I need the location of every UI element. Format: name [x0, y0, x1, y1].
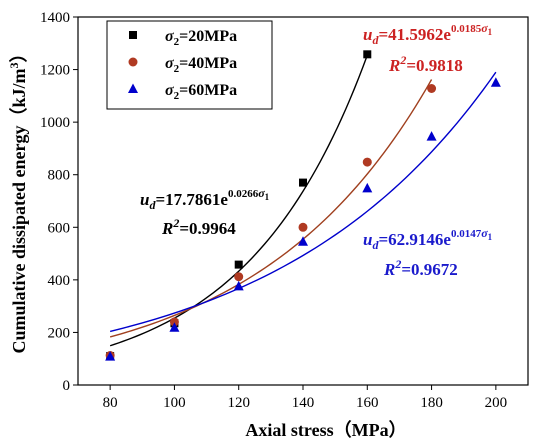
- y-tick-label: 1000: [40, 115, 70, 131]
- r2-symbol: R: [161, 219, 173, 238]
- data-point: [298, 222, 308, 232]
- data-point: [169, 317, 179, 327]
- x-tick-label: 200: [485, 395, 508, 411]
- equation-text: ud=62.9146e0.0147σ1: [363, 226, 493, 252]
- y-tick-label: 600: [48, 220, 71, 236]
- y-tick-label: 1200: [40, 63, 70, 79]
- fit-curve: [109, 79, 433, 338]
- y-axis-title-text: Cumulative dissipated energy（kJ/m: [9, 68, 29, 353]
- r2-exponent: 2: [172, 216, 179, 230]
- y-tick-label: 200: [48, 325, 71, 341]
- data-point: [169, 322, 180, 332]
- data-points: [105, 50, 501, 361]
- y-axis-title: Cumulative dissipated energy（kJ/m3）: [7, 44, 29, 353]
- legend-entry: σ2=60MPa: [165, 82, 237, 102]
- fit-curves: [109, 55, 497, 347]
- eq-exponent-var: σ: [258, 186, 265, 200]
- eq-symbol: u: [363, 25, 372, 44]
- eq-coefficient: =17.7861e: [155, 190, 228, 209]
- data-point: [105, 351, 116, 361]
- fit-equations: ud=17.7861e0.0266σ1R2=0.9964ud=41.5962e0…: [140, 21, 493, 279]
- legend-subscript: 2: [174, 63, 180, 75]
- data-point: [490, 77, 501, 87]
- data-point: [427, 83, 437, 93]
- eq-subscript: d: [372, 33, 379, 47]
- x-tick-label: 120: [227, 395, 250, 411]
- fit-curve: [109, 55, 368, 347]
- eq-subscript: d: [149, 198, 156, 212]
- r2-value: =0.9818: [406, 56, 462, 75]
- legend-value: =60MPa: [179, 82, 237, 99]
- legend-marker: [128, 83, 138, 93]
- legend-value: =20MPa: [179, 28, 237, 45]
- equation-text: ud=41.5962e0.0185σ1: [363, 21, 493, 47]
- fit-curve: [109, 71, 497, 333]
- r2-text: R2=0.9672: [383, 257, 458, 279]
- data-point: [363, 50, 372, 59]
- r2-text: R2=0.9964: [161, 216, 236, 238]
- eq-exponent-sub: 1: [488, 232, 493, 242]
- legend-entry: σ2=20MPa: [165, 28, 237, 48]
- legend-marker: [128, 57, 138, 67]
- y-axis-title-sup: 3: [7, 62, 21, 68]
- x-tick-label: 100: [163, 395, 186, 411]
- legend-subscript: 2: [174, 90, 180, 102]
- x-tick-label: 180: [420, 395, 443, 411]
- eq-coefficient: =62.9146e: [378, 230, 451, 249]
- data-point: [234, 260, 243, 269]
- y-tick-label: 0: [63, 378, 71, 394]
- legend-marker: [129, 31, 137, 39]
- x-tick-label: 80: [103, 395, 118, 411]
- r2-value: =0.9964: [179, 219, 236, 238]
- y-tick-label: 1400: [40, 10, 70, 26]
- x-axis-title: Axial stress（MPa）: [245, 420, 406, 440]
- x-tick-label: 140: [292, 395, 315, 411]
- eq-exponent: 0.0147: [451, 228, 482, 240]
- r2-exponent: 2: [394, 257, 401, 271]
- r2-symbol: R: [388, 56, 400, 75]
- data-point: [426, 131, 437, 141]
- data-point: [362, 157, 372, 167]
- x-tick-label: 160: [356, 395, 379, 411]
- legend-symbol: σ: [165, 28, 174, 45]
- eq-symbol: u: [363, 230, 372, 249]
- eq-exponent: 0.0185: [451, 23, 482, 35]
- eq-exponent: 0.0266: [228, 188, 259, 200]
- axes: 80 100 120 140 160 180 20002004006008001000120…: [40, 10, 529, 411]
- equation-text: ud=17.7861e0.0266σ1: [140, 186, 270, 212]
- legend-entry: σ2=40MPa: [165, 55, 237, 75]
- eq-exponent-sub: 1: [265, 192, 270, 202]
- y-tick-label: 400: [48, 273, 71, 289]
- y-tick-label: 800: [48, 168, 71, 184]
- r2-exponent: 2: [399, 53, 406, 67]
- legend-symbol: σ: [165, 82, 174, 99]
- eq-subscript: d: [372, 238, 379, 252]
- y-axis-title-end: ）: [9, 44, 29, 62]
- r2-symbol: R: [383, 260, 395, 279]
- eq-symbol: u: [140, 190, 149, 209]
- legend-subscript: 2: [174, 36, 180, 48]
- data-point: [299, 178, 307, 187]
- data-point: [362, 182, 373, 193]
- r2-value: =0.9672: [401, 260, 457, 279]
- eq-exponent-var: σ: [481, 21, 488, 35]
- eq-exponent-var: σ: [481, 226, 488, 240]
- data-point: [298, 236, 308, 246]
- eq-exponent-sub: 1: [488, 27, 493, 37]
- legend-symbol: σ: [165, 55, 174, 72]
- data-point: [234, 272, 244, 282]
- legend-value: =40MPa: [179, 55, 237, 72]
- eq-coefficient: =41.5962e: [378, 25, 451, 44]
- data-point: [233, 280, 244, 291]
- r2-text: R2=0.9818: [388, 53, 463, 75]
